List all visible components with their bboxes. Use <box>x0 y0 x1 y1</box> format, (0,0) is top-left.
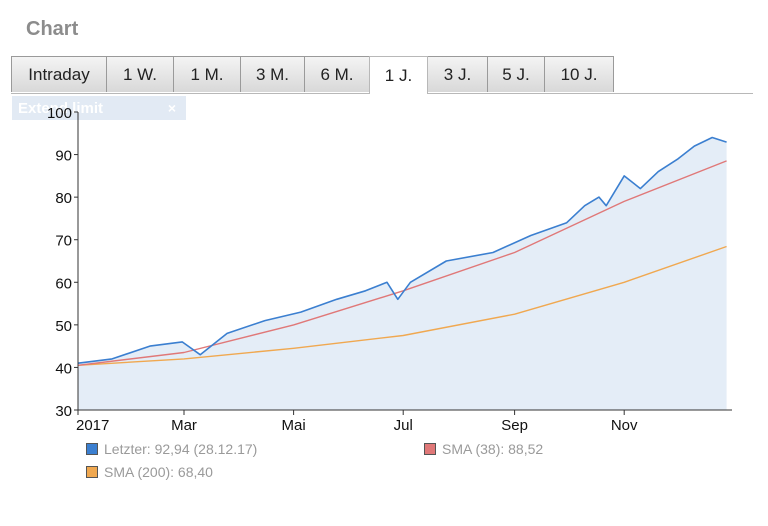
legend-item-sma200: SMA (200): 68,40 <box>86 464 213 480</box>
x-tick-label: Mai <box>282 417 306 434</box>
series-line-last <box>77 136 727 364</box>
y-tick-label: 100 <box>47 105 72 122</box>
legend-label-sma200: SMA (200): 68,40 <box>104 464 213 480</box>
tab-3-years[interactable]: 3 J. <box>427 56 488 92</box>
legend-swatch-last <box>86 443 98 455</box>
legend-item-sma38: SMA (38): 88,52 <box>424 441 543 457</box>
y-tick-label: 70 <box>55 233 72 250</box>
tab-5-years[interactable]: 5 J. <box>487 56 545 92</box>
x-tick-label: Jul <box>394 417 413 434</box>
series-line-sma200 <box>77 245 727 366</box>
x-tick-label: Sep <box>501 417 528 434</box>
tab-3-months[interactable]: 3 M. <box>240 56 305 92</box>
chart-heading: Chart <box>26 18 79 40</box>
legend-swatch-sma38 <box>424 443 436 455</box>
y-tick-label: 40 <box>55 360 72 377</box>
x-tick-label: Mar <box>171 417 197 434</box>
legend-label-last: Letzter: 92,94 (28.12.17) <box>104 441 258 457</box>
x-tick-label: 2017 <box>76 417 109 434</box>
range-filter-label: Extend limit <box>18 99 104 117</box>
legend-item-last: Letzter: 92,94 (28.12.17) <box>86 441 257 457</box>
tab-6-months[interactable]: 6 M. <box>304 56 370 92</box>
legend-swatch-sma200 <box>86 466 98 478</box>
y-tick-label: 60 <box>55 275 72 292</box>
y-tick-label: 50 <box>55 318 72 335</box>
y-tick-label: 90 <box>55 148 72 165</box>
close-icon[interactable]: × <box>167 100 176 116</box>
x-tick-label: Nov <box>611 417 638 434</box>
legend-label-sma38: SMA (38): 88,52 <box>442 441 544 457</box>
y-tick-label: 30 <box>55 403 72 420</box>
y-tick-label: 80 <box>55 190 72 207</box>
series-area-last <box>78 137 727 410</box>
tab-10-years[interactable]: 10 J. <box>544 56 614 92</box>
timeframe-tabs: Intraday 1 W. 1 M. 3 M. 6 M. 1 J. 3 J. 5… <box>11 56 753 94</box>
range-filter-chip[interactable]: Extend limit × <box>12 96 186 120</box>
tab-1-year[interactable]: 1 J. <box>369 56 428 94</box>
tab-intraday[interactable]: Intraday <box>11 56 107 92</box>
tab-1-month[interactable]: 1 M. <box>173 56 241 92</box>
